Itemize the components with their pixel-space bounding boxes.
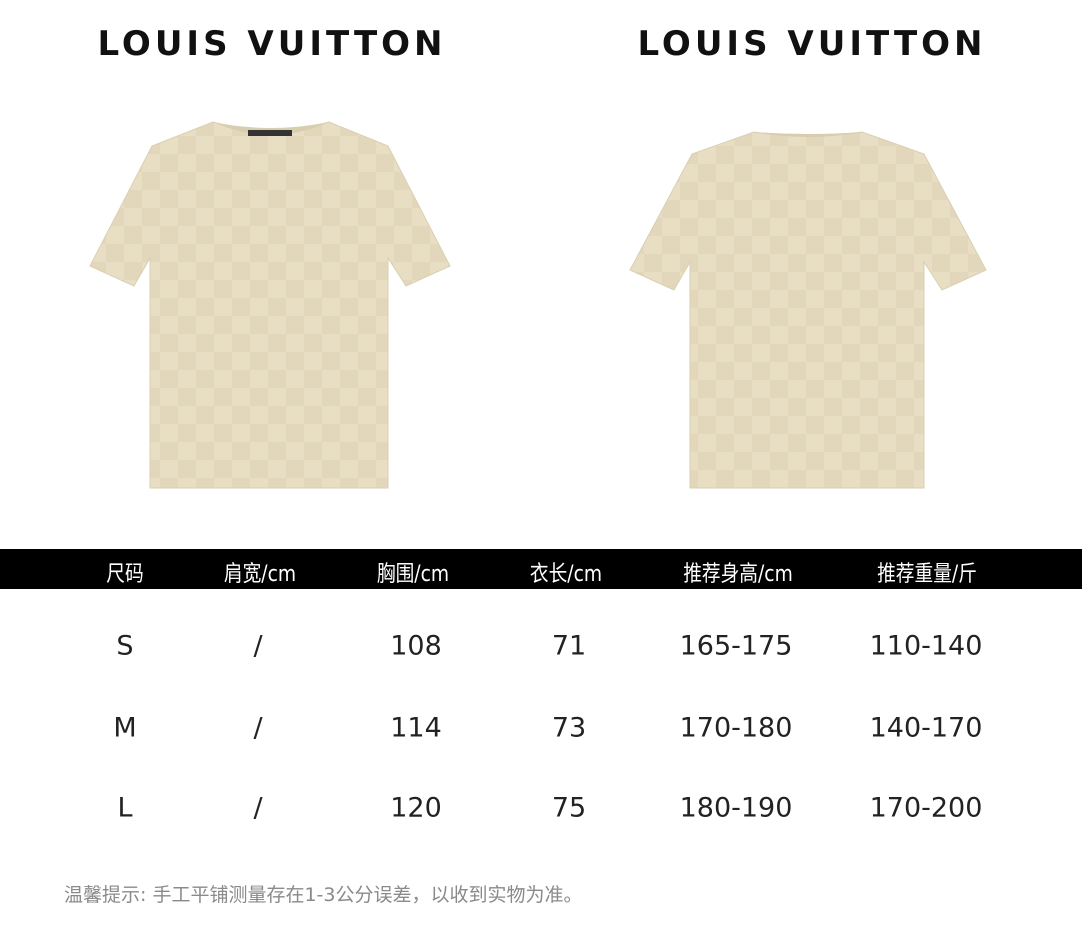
cell-length: 73 [551,712,587,744]
header-size: 尺码 [106,562,144,587]
cell-weight: 140-170 [869,712,983,744]
brand-title-right: LOUIS VUITTON [637,24,987,64]
tshirt-front-image [89,121,451,489]
header-weight: 推荐重量/斤 [877,562,977,587]
cell-chest: 120 [390,792,442,824]
cell-height: 180-190 [679,792,793,824]
header-height: 推荐身高/cm [683,562,793,587]
cell-size: S [116,630,134,662]
cell-chest: 108 [390,630,442,662]
brand-title-left: LOUIS VUITTON [97,24,447,64]
cell-shoulder: / [253,712,263,744]
measurement-note: 温馨提示: 手工平铺测量存在1-3公分误差，以收到实物为准。 [64,884,583,906]
cell-size: M [113,712,137,744]
cell-chest: 114 [390,712,442,744]
cell-weight: 170-200 [869,792,983,824]
cell-shoulder: / [253,792,263,824]
cell-length: 75 [551,792,587,824]
header-shoulder: 肩宽/cm [223,562,297,587]
tshirt-back-image [629,131,987,489]
cell-height: 165-175 [679,630,793,662]
header-length: 衣长/cm [529,562,603,587]
cell-size: L [117,792,133,824]
cell-length: 71 [551,630,587,662]
cell-shoulder: / [253,630,263,662]
cell-weight: 110-140 [869,630,983,662]
cell-height: 170-180 [679,712,793,744]
header-chest: 胸围/cm [376,562,450,587]
size-table-header: 尺码 肩宽/cm 胸围/cm 衣长/cm 推荐身高/cm 推荐重量/斤 [0,549,1082,589]
